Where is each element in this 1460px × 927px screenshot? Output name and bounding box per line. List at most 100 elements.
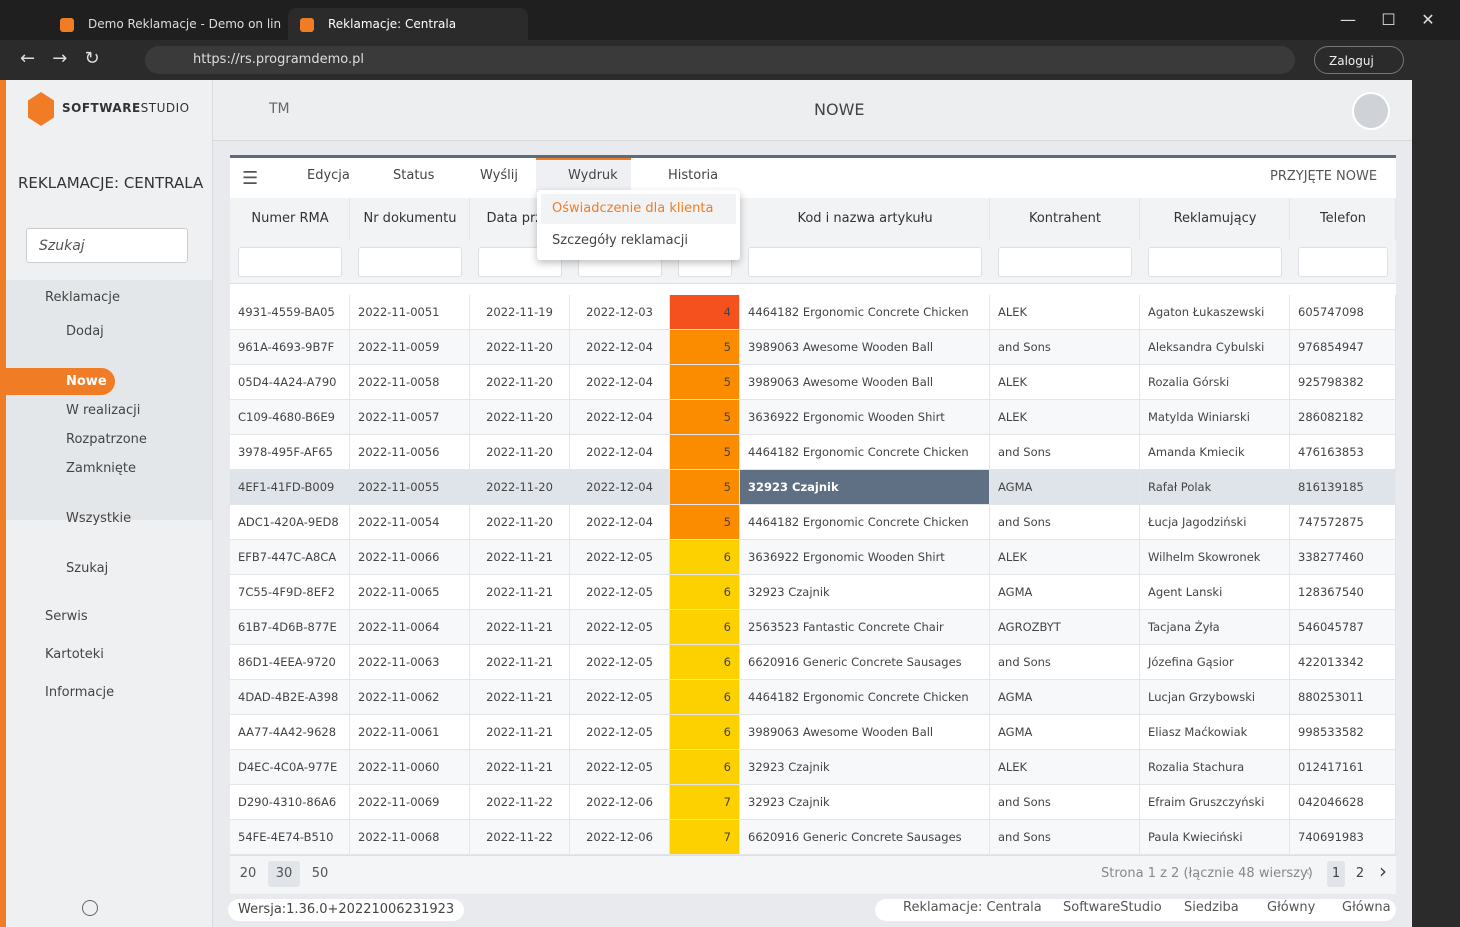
page-number[interactable]: 1	[1327, 861, 1345, 887]
login[interactable]: Zaloguj	[1314, 46, 1404, 74]
page-next[interactable]: ›	[1379, 859, 1387, 883]
row-bg[interactable]	[230, 365, 1396, 400]
cell: 6	[670, 540, 740, 575]
cell: 880253011	[1290, 680, 1396, 715]
column-header[interactable]: Kontrahent	[1028, 211, 1102, 226]
menu-section[interactable]: Reklamacje	[45, 290, 120, 305]
menu-active	[6, 368, 115, 395]
cell: 5	[670, 470, 740, 505]
cell: and Sons	[990, 645, 1140, 680]
column-header[interactable]: Kod i nazwa artykułu	[797, 211, 933, 226]
menu-item[interactable]: Szukaj	[66, 561, 109, 576]
column-header[interactable]: Telefon	[1319, 211, 1367, 226]
row-bg[interactable]	[230, 785, 1396, 820]
row-bg[interactable]	[230, 540, 1396, 575]
cell: 2022-11-21	[470, 715, 570, 750]
row-bg[interactable]	[230, 505, 1396, 540]
row-bg[interactable]	[230, 295, 1396, 330]
status-item: SoftwareStudio	[1063, 900, 1162, 915]
cell: 6	[670, 610, 740, 645]
row-bg[interactable]	[230, 575, 1396, 610]
menu-section[interactable]: Kartoteki	[45, 647, 104, 662]
toolbar-button[interactable]: Wydruk	[568, 168, 618, 183]
filter-input[interactable]	[238, 247, 342, 277]
toolbar-button[interactable]: Wyślij	[480, 168, 518, 183]
window-controls[interactable]: — ☐ ✕	[1340, 10, 1435, 29]
nav-buttons[interactable]: ← → ↻	[20, 48, 100, 69]
row-bg[interactable]	[230, 715, 1396, 750]
column-header[interactable]: Nr dokumentu	[363, 211, 457, 226]
cell: Rozalia Górski	[1140, 365, 1290, 400]
toolbar-button[interactable]: Historia	[668, 168, 719, 183]
url[interactable]: https://rs.programdemo.pl	[145, 46, 1295, 74]
menu-item[interactable]: Rozpatrzone	[66, 432, 147, 447]
row-bg[interactable]	[230, 610, 1396, 645]
row-bg[interactable]	[230, 400, 1396, 435]
dropdown-item[interactable]: Szczegóły reklamacji	[552, 233, 688, 248]
cell: and Sons	[990, 435, 1140, 470]
tm-link[interactable]: TM	[269, 101, 290, 117]
logo-bold: SOFTWARE	[62, 101, 141, 115]
cell: 6	[670, 750, 740, 785]
menu-item[interactable]: Wszystkie	[66, 511, 132, 526]
cell: 286082182	[1290, 400, 1396, 435]
cell: AGROZBYT	[990, 610, 1140, 645]
cell: ADC1-420A-9ED8	[230, 505, 350, 540]
filter-input[interactable]	[1148, 247, 1282, 277]
cell: 338277460	[1290, 540, 1396, 575]
version: Wersja:1.36.0+20221006231923	[228, 899, 465, 921]
cell: 4EF1-41FD-B009	[230, 470, 350, 505]
page-size[interactable]: 30	[268, 861, 300, 887]
cell: 2022-11-22	[470, 820, 570, 855]
filter-input[interactable]	[1298, 247, 1388, 277]
cell: 422013342	[1290, 645, 1396, 680]
row-bg[interactable]	[230, 645, 1396, 680]
menu-section[interactable]: Serwis	[45, 609, 88, 624]
page-number[interactable]: 2	[1355, 866, 1365, 881]
filter-input[interactable]	[998, 247, 1132, 277]
column-header[interactable]: Reklamujący	[1173, 211, 1257, 226]
cell: 4464182 Ergonomic Concrete Chicken	[740, 505, 990, 540]
logo: SOFTWARESTUDIO	[62, 101, 190, 115]
column-header[interactable]: Numer RMA	[251, 211, 329, 226]
cell: 740691983	[1290, 820, 1396, 855]
filter-input[interactable]	[358, 247, 462, 277]
cell: 2022-11-0058	[350, 365, 470, 400]
cell: 2022-11-21	[470, 610, 570, 645]
menu-section[interactable]: Informacje	[45, 685, 115, 700]
page-size[interactable]: 50	[311, 866, 329, 881]
cell: and Sons	[990, 330, 1140, 365]
sidebar-search[interactable]: Szukaj	[26, 228, 188, 263]
menu-toggle[interactable]: ☰	[242, 168, 259, 189]
menu-item-active[interactable]: Nowe	[66, 374, 107, 389]
menu-item[interactable]: W realizacji	[66, 403, 141, 418]
row-bg[interactable]	[230, 680, 1396, 715]
cell: and Sons	[990, 820, 1140, 855]
menu-item[interactable]: Zamknięte	[66, 461, 137, 476]
tab-active[interactable]: Reklamacje: Centrala	[288, 8, 528, 40]
row-bg[interactable]	[230, 750, 1396, 785]
tab-bar	[0, 0, 1460, 40]
cell: ALEK	[990, 295, 1140, 330]
help-icon[interactable]	[82, 900, 98, 916]
header-cell	[1290, 198, 1396, 240]
filter-input[interactable]	[748, 247, 982, 277]
page-size[interactable]: 20	[239, 866, 257, 881]
toolbar-button[interactable]: Status	[393, 168, 435, 183]
tab[interactable]: Demo Reklamacje - Demo on lin	[88, 17, 282, 31]
toolbar-button[interactable]: Edycja	[307, 168, 350, 183]
row-bg[interactable]	[230, 820, 1396, 855]
dropdown-item[interactable]: Oświadczenie dla klienta	[552, 201, 714, 216]
cell: Rafał Polak	[1140, 470, 1290, 505]
cell: 32923 Czajnik	[740, 785, 990, 820]
row-bg[interactable]	[230, 330, 1396, 365]
cell: 2022-11-0060	[350, 750, 470, 785]
row-bg[interactable]	[230, 435, 1396, 470]
menu-item[interactable]: Dodaj	[66, 324, 104, 339]
cell: 961A-4693-9B7F	[230, 330, 350, 365]
avatar[interactable]	[1352, 92, 1390, 130]
page-prev[interactable]: ‹	[1304, 861, 1312, 882]
column-header[interactable]: Data przyj	[486, 211, 554, 226]
pager	[230, 855, 1396, 894]
cell: 128367540	[1290, 575, 1396, 610]
